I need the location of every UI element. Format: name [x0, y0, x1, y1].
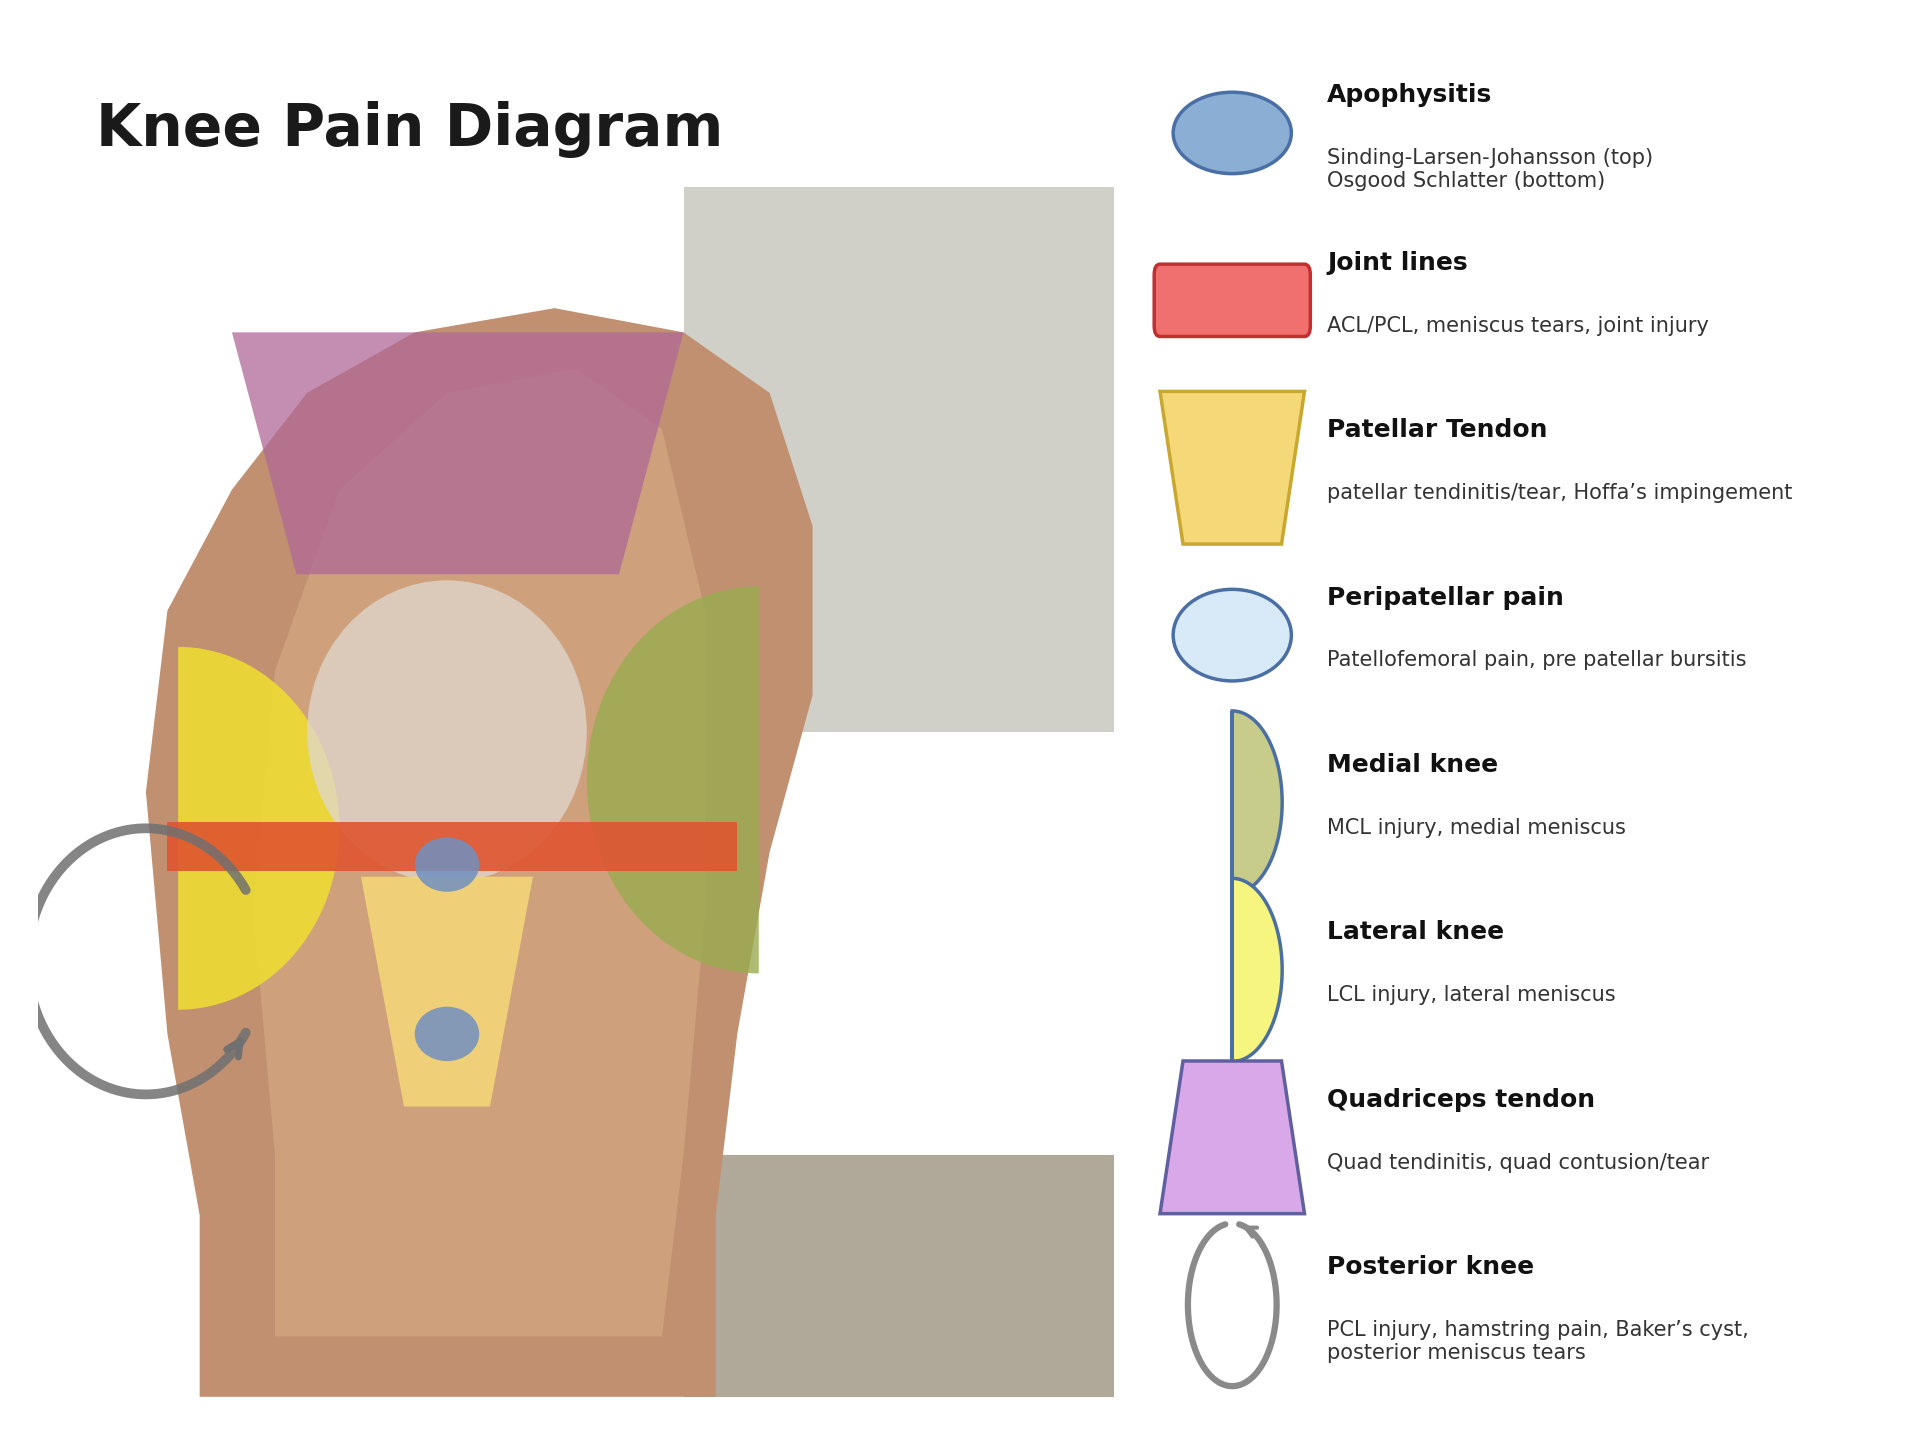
Text: MCL injury, medial meniscus: MCL injury, medial meniscus [1327, 818, 1626, 838]
Text: Joint lines: Joint lines [1327, 251, 1467, 275]
Text: Lateral knee: Lateral knee [1327, 920, 1503, 945]
Bar [684, 1155, 1114, 1397]
PathPatch shape [146, 308, 812, 1397]
Bar [684, 187, 1114, 732]
Text: Peripatellar pain: Peripatellar pain [1327, 586, 1565, 609]
Text: Apophysitis: Apophysitis [1327, 84, 1492, 108]
Text: Sinding-Larsen-Johansson (top)
Osgood Schlatter (bottom): Sinding-Larsen-Johansson (top) Osgood Sc… [1327, 148, 1653, 192]
Text: Quad tendinitis, quad contusion/tear: Quad tendinitis, quad contusion/tear [1327, 1152, 1709, 1172]
Text: Quadriceps tendon: Quadriceps tendon [1327, 1087, 1596, 1112]
Polygon shape [1160, 1061, 1304, 1214]
Text: Posterior knee: Posterior knee [1327, 1256, 1534, 1279]
Polygon shape [167, 822, 737, 871]
Text: PCL injury, hamstring pain, Baker’s cyst,
posterior meniscus tears: PCL injury, hamstring pain, Baker’s cyst… [1327, 1320, 1749, 1364]
Polygon shape [361, 877, 534, 1106]
Text: patellar tendinitis/tear, Hoffa’s impingement: patellar tendinitis/tear, Hoffa’s imping… [1327, 482, 1793, 503]
FancyBboxPatch shape [1154, 264, 1309, 337]
Wedge shape [179, 647, 340, 1009]
PathPatch shape [253, 369, 705, 1336]
Polygon shape [1160, 392, 1304, 544]
Polygon shape [1233, 711, 1283, 894]
Text: ACL/PCL, meniscus tears, joint injury: ACL/PCL, meniscus tears, joint injury [1327, 315, 1709, 336]
Ellipse shape [307, 580, 588, 883]
Ellipse shape [1173, 589, 1292, 681]
Ellipse shape [415, 837, 480, 891]
Polygon shape [232, 333, 684, 575]
Text: Patellar Tendon: Patellar Tendon [1327, 418, 1548, 442]
Wedge shape [588, 586, 758, 973]
Text: Patellofemoral pain, pre patellar bursitis: Patellofemoral pain, pre patellar bursit… [1327, 651, 1747, 671]
Ellipse shape [1173, 92, 1292, 174]
Text: Knee Pain Diagram: Knee Pain Diagram [96, 101, 724, 158]
Polygon shape [1233, 878, 1283, 1061]
Ellipse shape [415, 1007, 480, 1061]
Text: Medial knee: Medial knee [1327, 753, 1498, 778]
Text: LCL injury, lateral meniscus: LCL injury, lateral meniscus [1327, 985, 1617, 1005]
